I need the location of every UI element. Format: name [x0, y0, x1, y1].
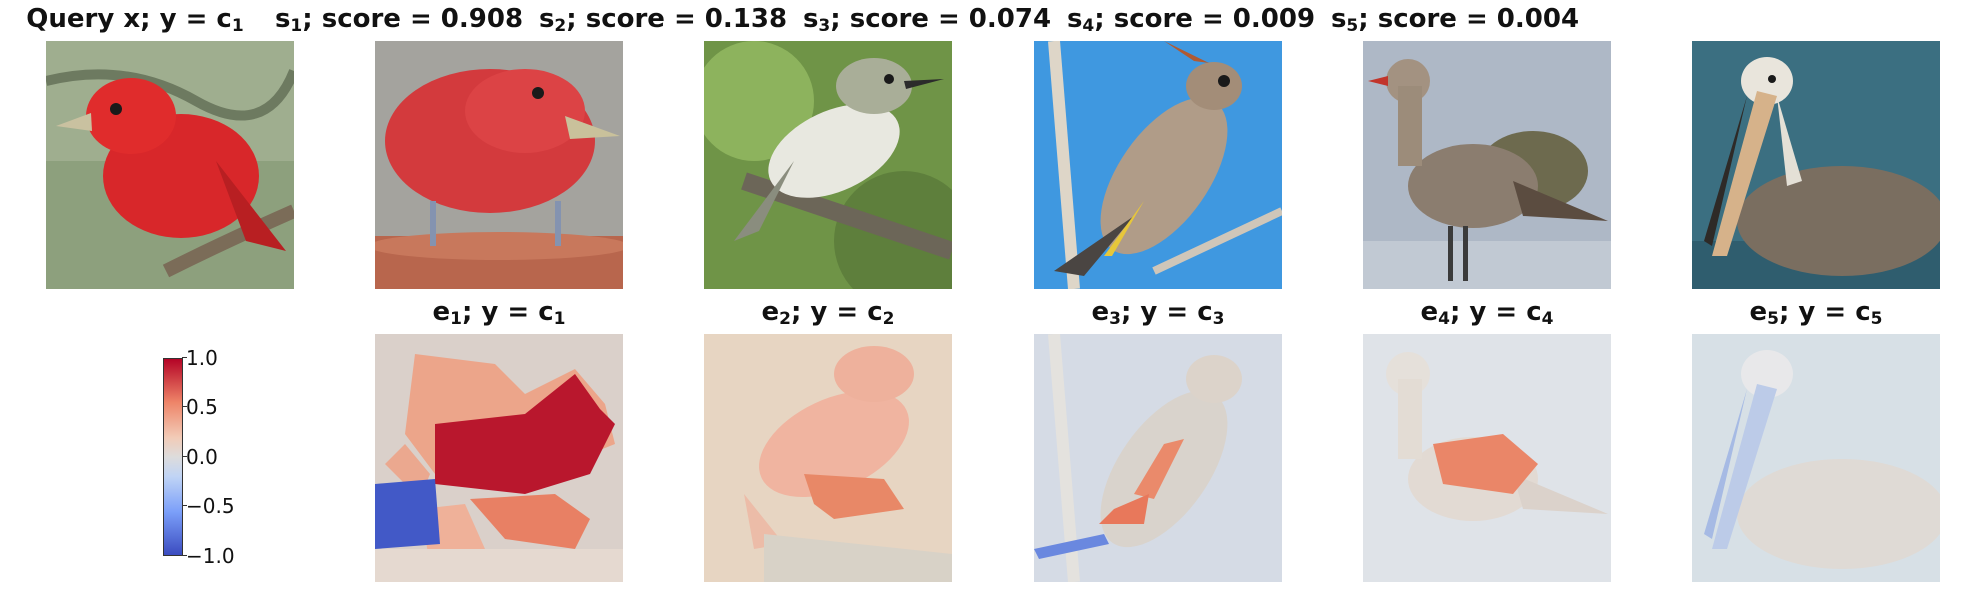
explanation-heatmap-1	[375, 334, 623, 582]
similar-5-title: s5; score = 0.004	[1330, 4, 1580, 36]
similar-image-1	[375, 41, 623, 289]
explanation-heatmap-4	[1363, 334, 1611, 582]
query-image	[46, 41, 294, 289]
explanation-3-title: e3; y = c3	[1091, 297, 1225, 329]
explanation-1-title: e1; y = c1	[432, 297, 566, 329]
colorbar-tick-neg0.5: −0.5	[182, 494, 235, 518]
colorbar-tick-1.0: 1.0	[182, 346, 218, 370]
similar-3-title: s3; score = 0.074	[802, 4, 1052, 36]
similar-1-title: s1; score = 0.908	[274, 4, 524, 36]
colorbar-tick-neg1.0: −1.0	[182, 544, 235, 568]
similar-4-title: s4; score = 0.009	[1066, 4, 1316, 36]
colorbar	[163, 358, 183, 556]
explanation-5-title: e5; y = c5	[1749, 297, 1883, 329]
explanation-heatmap-2	[704, 334, 952, 582]
similar-2-title: s2; score = 0.138	[538, 4, 788, 36]
query-title: Query x; y = c1	[26, 4, 244, 36]
similar-image-5	[1692, 41, 1940, 289]
explanation-heatmap-5	[1692, 334, 1940, 582]
similar-image-4	[1363, 41, 1611, 289]
colorbar-tick-0.0: 0.0	[182, 445, 218, 469]
similar-image-3	[1034, 41, 1282, 289]
similar-image-2	[704, 41, 952, 289]
explanation-4-title: e4; y = c4	[1420, 297, 1554, 329]
explanation-heatmap-3	[1034, 334, 1282, 582]
colorbar-tick-0.5: 0.5	[182, 395, 218, 419]
explanation-2-title: e2; y = c2	[761, 297, 895, 329]
